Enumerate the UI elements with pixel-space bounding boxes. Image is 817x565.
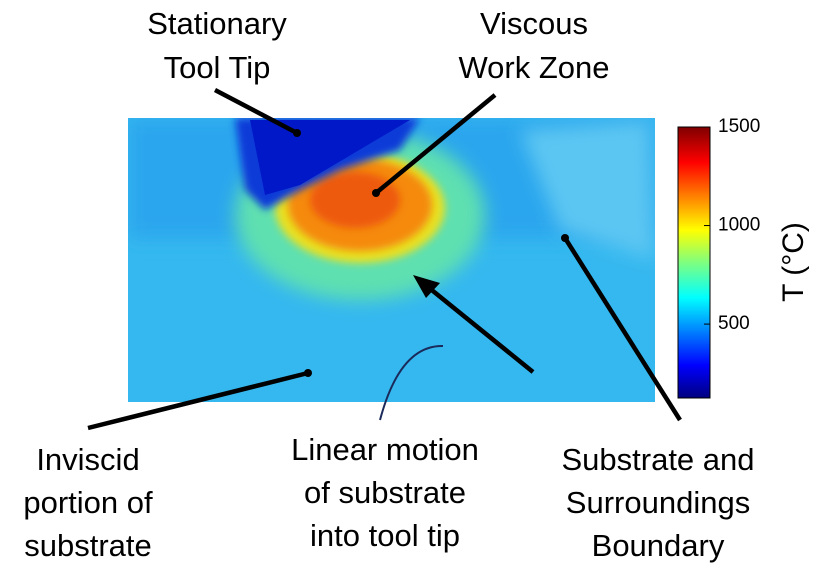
colorbar-label: T (°C)	[777, 222, 810, 302]
colorbar-tick-label: 1500	[718, 116, 760, 137]
thermal-image	[128, 118, 655, 402]
annotation: of substrate	[304, 475, 466, 510]
annotation: into tool tip	[310, 518, 460, 553]
figure: 500 1000 1500 T (°C) Stationary Tool Tip V…	[0, 0, 817, 565]
annotation: substrate	[24, 528, 152, 563]
colorbar-ticks: 500 1000 1500	[704, 116, 760, 334]
annotation: Boundary	[592, 528, 725, 563]
colorbar	[678, 127, 710, 398]
annotation: Linear motion	[291, 432, 479, 467]
annotation: Stationary	[147, 6, 287, 41]
annotation: Substrate and	[561, 442, 754, 477]
annotation: Viscous	[480, 6, 588, 41]
annotation: Inviscid	[36, 442, 139, 477]
annotation: Work Zone	[458, 50, 609, 85]
colorbar-tick-label: 500	[718, 313, 750, 334]
colorbar-tick-label: 1000	[718, 215, 760, 236]
annotation: portion of	[23, 485, 153, 520]
annotation: Surroundings	[566, 485, 750, 520]
annotation: Tool Tip	[164, 50, 271, 85]
